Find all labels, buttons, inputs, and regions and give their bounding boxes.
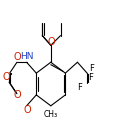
Text: CH₃: CH₃ — [44, 110, 58, 119]
Text: HN: HN — [20, 52, 34, 61]
Text: O: O — [13, 90, 21, 100]
Text: O: O — [3, 72, 10, 82]
Text: O: O — [23, 105, 31, 115]
Text: F: F — [90, 64, 94, 73]
Text: F: F — [88, 74, 93, 82]
Text: F: F — [77, 83, 82, 92]
Text: O: O — [13, 52, 21, 62]
Text: O: O — [47, 37, 55, 47]
